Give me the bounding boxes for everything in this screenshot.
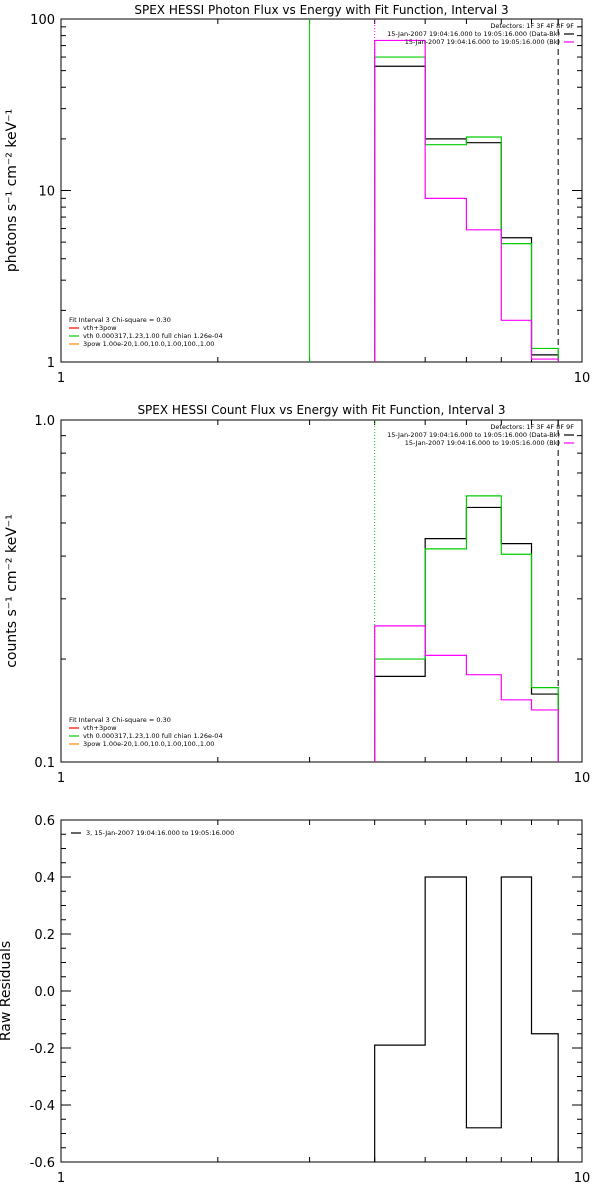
legend-entry: Fit Interval 3 Chi-square = 0.30 xyxy=(69,316,171,324)
x-tick-label: 1 xyxy=(57,1171,65,1186)
legend-entry: 15-Jan-2007 19:04:16.000 to 19:05:16.000… xyxy=(387,431,560,439)
plot-frame xyxy=(60,819,583,1163)
series-2-step-line xyxy=(374,56,559,362)
legend-entry: Detectors: 1F 3F 4F 8F 9F xyxy=(490,423,574,431)
y-tick-label: 0.6 xyxy=(34,814,55,829)
series-3-step-line xyxy=(374,625,559,762)
y-axis-label: counts s⁻¹ cm⁻² keV⁻¹ xyxy=(4,514,20,668)
x-tick-label: 1 xyxy=(57,771,65,786)
series-3-step-line xyxy=(374,39,559,362)
y-tick-label: 10 xyxy=(38,185,55,200)
series-1-step-line xyxy=(374,65,559,362)
y-tick-label: 0.2 xyxy=(34,928,55,943)
y-tick-label: -0.6 xyxy=(30,1156,55,1171)
y-tick-label: -0.2 xyxy=(30,1042,55,1057)
legend-entry: 3, 15-Jan-2007 19:04:16.000 to 19:05:16.… xyxy=(86,829,234,837)
y-tick-label: 0.1 xyxy=(34,756,55,771)
x-tick-label: 10 xyxy=(574,1171,591,1186)
chart-title: SPEX HESSI Count Flux vs Energy with Fit… xyxy=(137,403,505,417)
plot-frame xyxy=(60,419,583,763)
x-tick-label: 1 xyxy=(57,371,65,386)
legend-entry: Fit Interval 3 Chi-square = 0.30 xyxy=(69,716,171,724)
y-tick-label: 0.4 xyxy=(34,871,55,886)
legend-entry: 3pow 1.00e-20,1.00,10.0,1.00,100.,1.00 xyxy=(83,340,214,348)
legend-entry: 15-Jan-2007 19:04:16.000 to 19:05:16.000… xyxy=(387,30,560,38)
y-axis-label: Raw Residuals xyxy=(0,941,14,1041)
y-tick-label: 100 xyxy=(30,13,55,28)
legend-entry: 3pow 1.00e-20,1.00,10.0,1.00,100.,1.00 xyxy=(83,740,214,748)
legend-entry: 15-Jan-2007 19:04:16.000 to 19:05:16.000… xyxy=(405,439,560,447)
series-2-step-line xyxy=(374,495,559,762)
legend-entry: vth 0.000317,1.23,1.00 full chian 1.26e-… xyxy=(83,332,223,340)
legend-entry: vth+3pow xyxy=(83,724,117,732)
y-axis-label: photons s⁻¹ cm⁻² keV⁻¹ xyxy=(4,109,20,272)
legend-entry: 15-Jan-2007 19:04:16.000 to 19:05:16.000… xyxy=(405,38,560,46)
x-tick-label: 10 xyxy=(574,771,591,786)
y-tick-label: 1.0 xyxy=(34,414,55,429)
y-tick-label: 1 xyxy=(47,356,55,371)
panel-2: SPEX HESSI Count Flux vs Energy with Fit… xyxy=(4,403,590,786)
series-1-step-line xyxy=(374,506,559,762)
panel-1: SPEX HESSI Photon Flux vs Energy with Fi… xyxy=(4,3,590,386)
legend-entry: vth 0.000317,1.23,1.00 full chian 1.26e-… xyxy=(83,732,223,740)
legend-entry: Detectors: 1F 3F 4F 8F 9F xyxy=(490,22,574,30)
y-tick-label: 0.0 xyxy=(34,985,55,1000)
legend-entry: vth+3pow xyxy=(83,324,117,332)
panel-3: 1 10 -0.6 -0.4 -0.2 0.0 0.2 0.4 0.6 Raw Residuals… xyxy=(0,814,590,1186)
y-tick-label: -0.4 xyxy=(30,1099,55,1114)
plot-frame xyxy=(60,18,583,363)
x-tick-label: 10 xyxy=(574,371,591,386)
series-1-step-line xyxy=(374,876,559,1162)
chart-title: SPEX HESSI Photon Flux vs Energy with Fi… xyxy=(134,3,508,17)
